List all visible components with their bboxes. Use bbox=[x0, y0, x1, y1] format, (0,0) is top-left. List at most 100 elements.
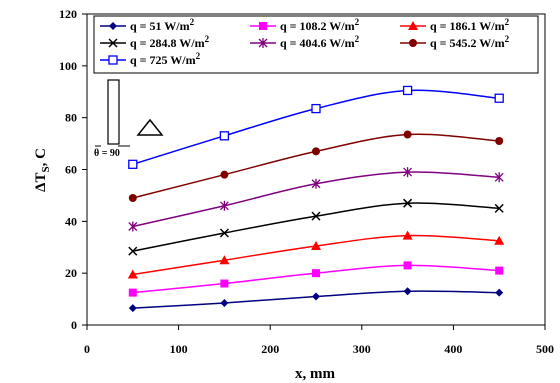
x-tick-label: 500 bbox=[536, 342, 554, 356]
y-axis-title-main: ΔT bbox=[33, 173, 49, 192]
data-point bbox=[220, 279, 229, 288]
data-point bbox=[311, 240, 321, 250]
legend-box bbox=[93, 15, 539, 74]
legend-marker bbox=[258, 38, 268, 48]
data-point bbox=[219, 200, 229, 211]
series-4 bbox=[128, 198, 504, 256]
legend-label-sup: 2 bbox=[205, 34, 210, 44]
series-6 bbox=[128, 130, 504, 203]
series-3 bbox=[127, 230, 505, 279]
legend-label-sup: 2 bbox=[190, 17, 195, 27]
x-tick-label: 300 bbox=[353, 342, 371, 356]
legend-entry: q = 725 W/m2 bbox=[100, 51, 201, 67]
data-point bbox=[495, 266, 504, 275]
data-point bbox=[312, 269, 320, 278]
legend-entry: q = 545.2 W/m2 bbox=[400, 34, 510, 50]
ticks-layer: 0 100 200 300 400 500 0 20 40 60 80 100 120 bbox=[59, 7, 554, 356]
data-point bbox=[311, 103, 321, 114]
data-point bbox=[128, 194, 137, 203]
data-point bbox=[220, 298, 229, 307]
y-tick-label: 20 bbox=[65, 266, 77, 280]
x-tick-label: 200 bbox=[261, 342, 279, 356]
legend-label-sup: 2 bbox=[355, 34, 360, 44]
data-point bbox=[495, 136, 504, 145]
legend-marker bbox=[408, 21, 418, 30]
data-point bbox=[403, 130, 412, 139]
heater-strip-icon bbox=[107, 79, 120, 145]
data-point bbox=[219, 255, 230, 265]
y-tick-label: 0 bbox=[71, 318, 77, 332]
legend-entry: q = 108.2 W/m2 bbox=[250, 17, 360, 33]
legend-label: q = 284.8 W/m2 bbox=[130, 34, 210, 50]
legend-marker bbox=[108, 38, 118, 48]
data-point bbox=[312, 292, 320, 301]
legend-label-text: q = 108.2 W/m bbox=[280, 19, 355, 33]
legend-marker bbox=[259, 22, 267, 30]
orientation-annotation: θ = 90 bbox=[94, 79, 164, 159]
data-point bbox=[128, 288, 137, 297]
x-tick-label: 100 bbox=[170, 342, 188, 356]
x-tick-label: 400 bbox=[444, 342, 462, 356]
y-axis-title-tail: , C bbox=[33, 148, 49, 166]
data-point bbox=[220, 170, 229, 179]
data-point bbox=[402, 230, 413, 240]
legend-label-sup: 2 bbox=[196, 51, 201, 61]
y-tick-label: 100 bbox=[59, 59, 77, 73]
data-point bbox=[312, 147, 320, 156]
data-point bbox=[403, 167, 413, 178]
legend-entry: q = 284.8 W/m2 bbox=[100, 34, 210, 50]
y-axis-title-subscript: S bbox=[40, 166, 52, 172]
data-point bbox=[403, 261, 412, 270]
legend-entry: q = 186.1 W/m2 bbox=[400, 17, 510, 33]
data-point bbox=[494, 203, 504, 213]
triangle-icon bbox=[136, 118, 164, 136]
series-1 bbox=[128, 287, 504, 313]
orientation-label: θ = 90 bbox=[94, 148, 120, 159]
series-5 bbox=[128, 167, 504, 232]
legend-marker bbox=[409, 39, 417, 47]
data-point bbox=[128, 304, 137, 313]
y-axis-title: ΔTS, C bbox=[33, 148, 52, 192]
x-tick-label: 0 bbox=[84, 342, 90, 356]
data-point bbox=[311, 211, 321, 221]
legend-label-text: q = 186.1 W/m bbox=[430, 19, 505, 33]
legend-marker bbox=[109, 22, 117, 30]
legend-label-text: q = 284.8 W/m bbox=[130, 36, 205, 50]
legend-label-text: q = 725 W/m bbox=[130, 53, 196, 67]
legend-label-sup: 2 bbox=[505, 34, 510, 44]
legend-entry: q = 404.6 W/m2 bbox=[250, 34, 360, 50]
data-point bbox=[494, 235, 505, 245]
legend-label: q = 725 W/m2 bbox=[130, 51, 201, 67]
series-7 bbox=[128, 85, 504, 169]
data-point bbox=[494, 172, 504, 183]
data-point bbox=[311, 178, 321, 189]
data-point bbox=[128, 221, 138, 232]
legend-label-text: q = 545.2 W/m bbox=[430, 36, 505, 50]
legend-label-sup: 2 bbox=[505, 17, 510, 27]
data-point bbox=[219, 131, 230, 141]
legend-entry: q = 51 W/m2 bbox=[100, 17, 195, 33]
data-point bbox=[128, 159, 138, 169]
data-point bbox=[403, 198, 413, 208]
x-axis-title: x, mm bbox=[295, 366, 335, 382]
y-tick-label: 60 bbox=[65, 163, 77, 177]
legend-label: q = 51 W/m2 bbox=[130, 17, 195, 33]
legend-label-sup: 2 bbox=[355, 17, 360, 27]
legend: q = 51 W/m2 q = 108.2 W/m2 q = 186.1 W/m2q… bbox=[93, 15, 539, 74]
legend-label-text: q = 51 W/m bbox=[130, 19, 190, 33]
legend-label-text: q = 404.6 W/m bbox=[280, 36, 355, 50]
y-tick-label: 40 bbox=[65, 214, 77, 228]
data-point bbox=[495, 288, 504, 297]
series-layer bbox=[127, 85, 505, 313]
legend-label: q = 404.6 W/m2 bbox=[280, 34, 360, 50]
data-point bbox=[494, 93, 504, 103]
legend-label: q = 545.2 W/m2 bbox=[430, 34, 510, 50]
data-point bbox=[127, 269, 138, 279]
y-tick-label: 80 bbox=[65, 111, 77, 125]
data-point bbox=[403, 287, 412, 296]
y-tick-label: 120 bbox=[59, 7, 77, 21]
series-2 bbox=[128, 261, 504, 297]
data-point bbox=[219, 228, 229, 238]
legend-label: q = 186.1 W/m2 bbox=[430, 17, 510, 33]
